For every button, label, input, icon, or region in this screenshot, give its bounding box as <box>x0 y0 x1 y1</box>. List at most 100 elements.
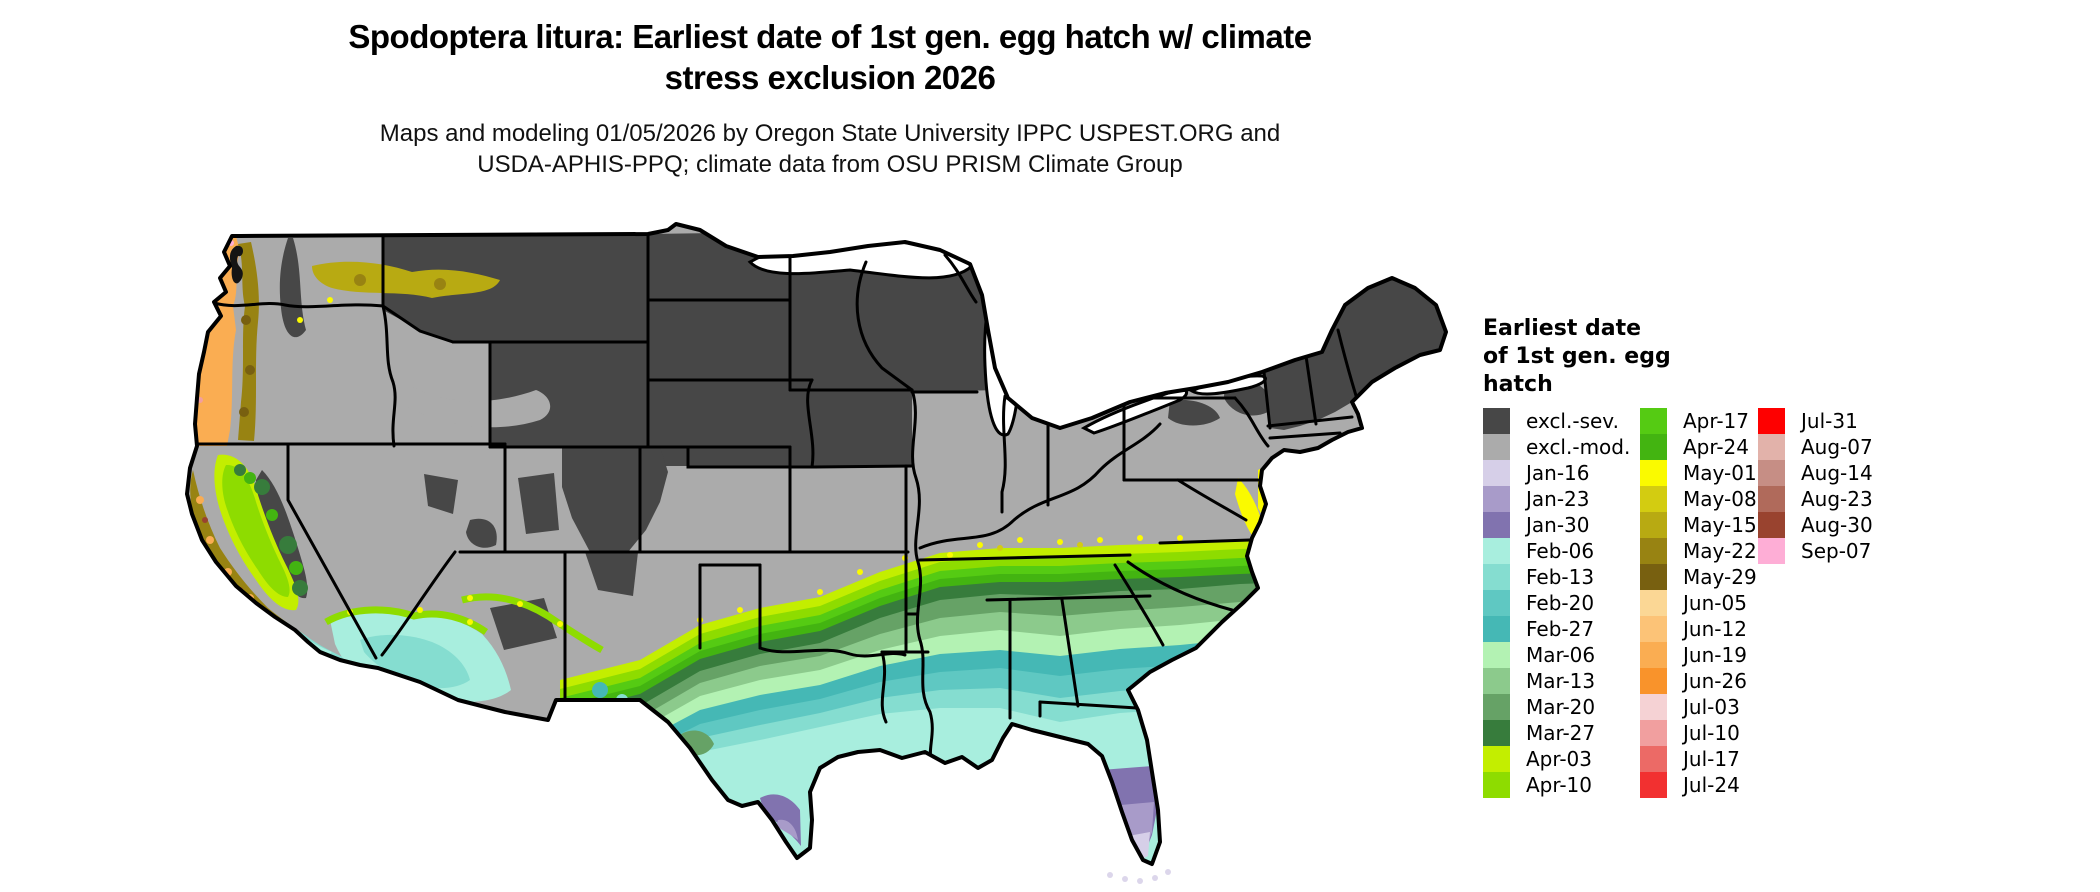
lake-huron <box>1020 291 1089 359</box>
legend-label: Jan-16 <box>1526 461 1590 485</box>
state-borders <box>195 230 1362 762</box>
legend-label: Jul-03 <box>1683 695 1740 719</box>
dark-nevada-2 <box>518 473 559 534</box>
legend-label: Jul-17 <box>1683 747 1740 771</box>
pnw-coast <box>196 236 500 446</box>
legend-entry: Jul-17 <box>1640 746 1757 772</box>
pnw-olive-valley <box>238 242 259 441</box>
legend-entry: Jul-31 <box>1758 408 1873 434</box>
legend-entry: Apr-17 <box>1640 408 1757 434</box>
legend-swatch <box>1483 460 1510 486</box>
legend-swatch <box>1483 512 1510 538</box>
legend-label: May-01 <box>1683 461 1757 485</box>
legend-label: May-29 <box>1683 565 1757 589</box>
legend-swatch <box>1758 434 1785 460</box>
legend-label: Sep-07 <box>1801 539 1872 563</box>
legend-label: Mar-06 <box>1526 643 1596 667</box>
legend-swatch <box>1640 668 1667 694</box>
legend-swatch <box>1758 512 1785 538</box>
legend-entry: Mar-27 <box>1483 720 1630 746</box>
legend-label: excl.-mod. <box>1526 435 1631 459</box>
legend-entry: Feb-06 <box>1483 538 1630 564</box>
legend-entry: Feb-13 <box>1483 564 1630 590</box>
chesapeake-yellow <box>1235 478 1264 540</box>
legend-entry: Aug-23 <box>1758 486 1873 512</box>
legend-entry: Jul-03 <box>1640 694 1757 720</box>
legend-label: Jul-10 <box>1683 721 1740 745</box>
legend-title: Earliest date of 1st gen. egg hatch <box>1483 315 1671 399</box>
legend-entry: Jan-16 <box>1483 460 1630 486</box>
legend-swatch <box>1640 590 1667 616</box>
pnw-orange-coast <box>196 236 240 446</box>
columbia-basin-olive <box>312 261 500 298</box>
legend-label: Apr-17 <box>1683 409 1749 433</box>
legend-label: May-08 <box>1683 487 1757 511</box>
legend-entry: Jun-26 <box>1640 668 1757 694</box>
legend-entry: Jun-05 <box>1640 590 1757 616</box>
legend-swatch <box>1640 512 1667 538</box>
subtitle-line-1: Maps and modeling 01/05/2026 by Oregon S… <box>379 120 1281 147</box>
legend-label: Apr-10 <box>1526 773 1592 797</box>
legend-entry: Mar-13 <box>1483 668 1630 694</box>
legend-label: Aug-07 <box>1801 435 1873 459</box>
legend-label: Mar-20 <box>1526 695 1596 719</box>
conus-outline <box>185 222 1448 866</box>
legend-swatch <box>1483 564 1510 590</box>
legend-swatch <box>1758 408 1785 434</box>
legend-swatch <box>1483 434 1510 460</box>
legend-entry: Jul-10 <box>1640 720 1757 746</box>
legend-entry: Sep-07 <box>1758 538 1873 564</box>
map-legend: Earliest date of 1st gen. egg hatch excl… <box>1483 315 1873 798</box>
page-title: Spodoptera litura: Earliest date of 1st … <box>250 16 1410 98</box>
legend-label: Aug-30 <box>1801 513 1873 537</box>
legend-label: excl.-sev. <box>1526 409 1619 433</box>
snake-river-plain <box>392 384 551 428</box>
legend-label: Aug-14 <box>1801 461 1873 485</box>
legend-entry: Feb-20 <box>1483 590 1630 616</box>
legend-swatch <box>1483 746 1510 772</box>
legend-label: Feb-06 <box>1526 539 1595 563</box>
legend-swatch <box>1483 590 1510 616</box>
subtitle-line-2: USDA-APHIS-PPQ; climate data from OSU PR… <box>477 151 1183 178</box>
legend-label: May-22 <box>1683 539 1757 563</box>
legend-swatch <box>1640 746 1667 772</box>
legend-swatch <box>1640 642 1667 668</box>
legend-label: Jun-19 <box>1683 643 1747 667</box>
legend-label: May-15 <box>1683 513 1757 537</box>
az-rim-green-arc <box>461 593 604 654</box>
legend-swatch <box>1640 720 1667 746</box>
dark-northeast <box>1264 278 1446 430</box>
legend-label: Jun-26 <box>1683 669 1747 693</box>
legend-column-1: excl.-sev. excl.-mod. Jan-16 Jan-23 Jan-30 Fe… <box>1483 408 1630 798</box>
legend-swatch <box>1483 486 1510 512</box>
dark-north-new-mexico <box>585 552 638 596</box>
puget-sound-water <box>229 245 243 284</box>
legend-entry: Aug-14 <box>1758 460 1873 486</box>
legend-label: Mar-13 <box>1526 669 1596 693</box>
legend-label: Apr-03 <box>1526 747 1592 771</box>
legend-column-2: Apr-17 Apr-24 May-01 May-08 May-15 May-22 May-… <box>1640 408 1757 798</box>
legend-label: Jan-30 <box>1526 513 1590 537</box>
legend-swatch <box>1483 538 1510 564</box>
legend-title-line-2: of 1st gen. egg <box>1483 344 1671 369</box>
legend-entry: May-08 <box>1640 486 1757 512</box>
legend-swatch <box>1640 434 1667 460</box>
legend-swatch <box>1483 694 1510 720</box>
legend-swatch <box>1483 772 1510 798</box>
legend-entry: Aug-07 <box>1758 434 1873 460</box>
legend-swatch <box>1640 564 1667 590</box>
legend-entry: excl.-sev. <box>1483 408 1630 434</box>
dark-utah <box>466 518 497 548</box>
legend-swatch <box>1640 408 1667 434</box>
legend-entry: May-15 <box>1640 512 1757 538</box>
lake-michigan <box>983 298 1021 437</box>
legend-title-line-1: Earliest date <box>1483 316 1642 341</box>
legend-swatch <box>1483 642 1510 668</box>
legend-swatch <box>1640 772 1667 798</box>
legend-entry: Jan-30 <box>1483 512 1630 538</box>
legend-entry: Jul-24 <box>1640 772 1757 798</box>
legend-entry: excl.-mod. <box>1483 434 1630 460</box>
legend-entry: Jun-19 <box>1640 642 1757 668</box>
